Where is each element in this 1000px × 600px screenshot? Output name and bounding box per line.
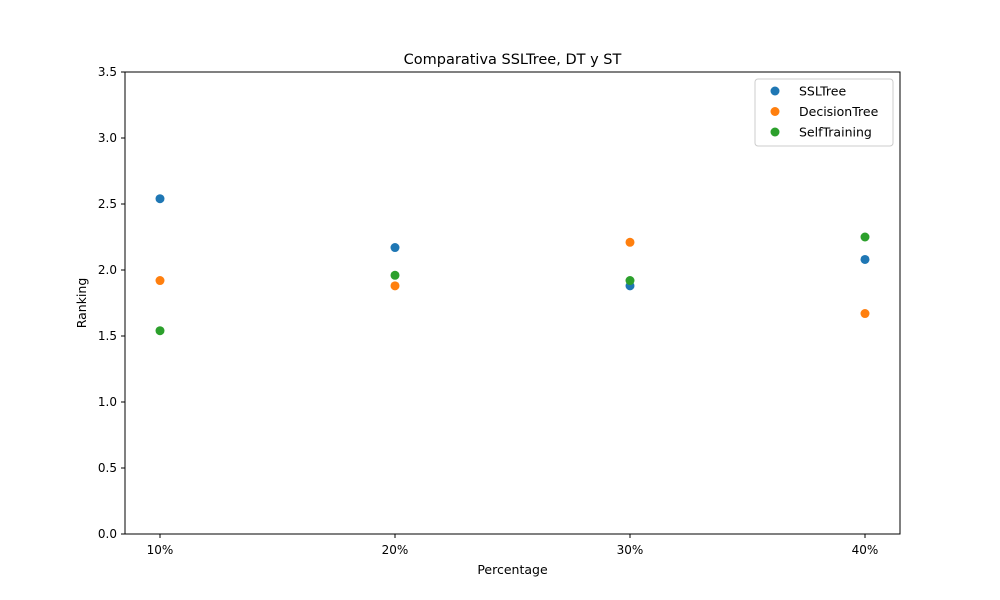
point-selftraining-20pct bbox=[390, 270, 400, 280]
point-selftraining-30pct bbox=[625, 276, 635, 286]
point-decisiontree-40pct bbox=[860, 309, 870, 319]
plot-frame bbox=[124, 71, 901, 535]
legend-marker-decisiontree bbox=[770, 107, 780, 116]
y-tick-label: 2.5 bbox=[98, 197, 117, 211]
point-ssltree-10pct bbox=[155, 194, 165, 204]
point-selftraining-40pct bbox=[860, 232, 870, 242]
legend-label-ssltree: SSLTree bbox=[799, 84, 846, 99]
x-tick-label: 20% bbox=[382, 543, 409, 557]
legend-box bbox=[754, 78, 894, 147]
y-axis-label: Ranking bbox=[74, 278, 89, 329]
y-tick-label: 1.0 bbox=[98, 395, 117, 409]
legend-label-decisiontree: DecisionTree bbox=[799, 104, 879, 119]
y-tick-label: 1.5 bbox=[98, 329, 117, 343]
point-ssltree-40pct bbox=[860, 254, 870, 264]
legend-marker-selftraining bbox=[770, 127, 780, 137]
legend: SSLTree DecisionTree SelfTraining bbox=[754, 78, 894, 147]
plot-area bbox=[124, 71, 901, 535]
data-points bbox=[155, 194, 870, 336]
point-decisiontree-30pct bbox=[625, 237, 635, 247]
chart-title: Comparativa SSLTree, DT y ST bbox=[404, 52, 622, 68]
x-tick-label: 40% bbox=[852, 543, 879, 557]
x-axis-label: Percentage bbox=[477, 562, 548, 577]
point-decisiontree-20pct bbox=[390, 281, 400, 291]
y-tick-label: 3.0 bbox=[98, 131, 117, 145]
y-tick-label: 0.5 bbox=[98, 461, 117, 475]
legend-marker-ssltree bbox=[770, 86, 780, 96]
x-tick-label: 30% bbox=[617, 543, 644, 557]
point-ssltree-20pct bbox=[390, 243, 400, 253]
y-tick-label: 0.0 bbox=[98, 527, 117, 541]
x-tick-label: 10% bbox=[147, 543, 174, 557]
y-axis: 0.0 0.5 1.0 1.5 2.0 2.5 3.0 3.5 bbox=[98, 65, 125, 541]
legend-label-selftraining: SelfTraining bbox=[799, 125, 872, 140]
x-axis: 10% 20% 30% 40% bbox=[147, 534, 879, 557]
y-tick-label: 3.5 bbox=[98, 65, 117, 79]
point-selftraining-10pct bbox=[155, 326, 165, 336]
y-tick-label: 2.0 bbox=[98, 263, 117, 277]
point-decisiontree-10pct bbox=[155, 276, 165, 286]
